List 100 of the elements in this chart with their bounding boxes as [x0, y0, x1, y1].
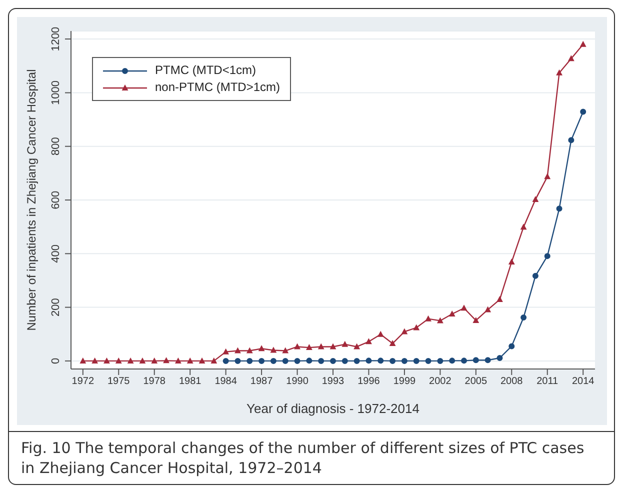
point [484, 306, 492, 312]
x-tick-label: 1999 [393, 376, 416, 388]
point [568, 137, 574, 144]
point [282, 347, 289, 354]
point [246, 347, 253, 354]
point [461, 358, 467, 364]
point [520, 224, 527, 230]
y-tick-label: 800 [50, 137, 62, 156]
point [318, 358, 324, 364]
point [532, 272, 538, 279]
point [80, 357, 86, 364]
x-tick-label: 1975 [108, 376, 130, 388]
point [330, 343, 336, 350]
point [448, 310, 456, 317]
point [151, 357, 158, 364]
point [520, 314, 527, 320]
point [186, 357, 194, 364]
point [222, 358, 229, 364]
point [496, 355, 503, 361]
point [425, 315, 432, 322]
point [366, 358, 372, 364]
point [413, 358, 420, 364]
legend-label: PTMC (MTD<1cm) [154, 62, 257, 79]
point [389, 340, 396, 346]
x-tick-label: 1978 [143, 376, 166, 388]
x-tick-label: 1996 [358, 376, 380, 388]
point [366, 338, 372, 344]
y-tick-label: 1200 [50, 26, 62, 52]
point [532, 196, 539, 202]
point [234, 347, 241, 354]
point [258, 345, 265, 352]
point [413, 324, 420, 330]
point [556, 206, 562, 212]
point [306, 358, 312, 364]
x-tick-label: 1993 [322, 376, 345, 388]
point [425, 358, 432, 364]
point [115, 357, 122, 364]
point [354, 358, 360, 364]
point [246, 358, 253, 364]
point [354, 343, 360, 350]
legend-label: non-PTMC (MTD>1cm) [154, 79, 280, 96]
point [449, 358, 456, 364]
point [318, 343, 324, 350]
x-tick-label: 2008 [500, 376, 524, 388]
point [390, 358, 396, 364]
point [496, 296, 503, 302]
point [544, 173, 551, 180]
point [378, 358, 384, 364]
point [401, 328, 408, 334]
point [104, 357, 110, 364]
x-tick-label: 1990 [286, 376, 309, 388]
point [330, 358, 336, 364]
point [401, 358, 408, 364]
point [580, 108, 586, 115]
point [460, 304, 468, 311]
x-tick-label: 2014 [572, 376, 595, 388]
y-tick-label: 0 [50, 358, 62, 364]
point [222, 348, 230, 354]
point [508, 343, 515, 350]
point [472, 357, 479, 364]
point [342, 340, 348, 347]
point [472, 316, 480, 323]
x-tick-label: 1984 [214, 376, 238, 388]
y-tick-label: 200 [50, 298, 62, 316]
point [210, 357, 218, 364]
point [508, 258, 515, 264]
point [484, 357, 491, 364]
x-tick-label: 2011 [536, 376, 559, 388]
point [294, 343, 300, 350]
point [294, 358, 300, 364]
point [556, 69, 562, 76]
point [342, 358, 348, 364]
point [92, 357, 98, 364]
point [163, 357, 170, 364]
point [437, 358, 444, 364]
point [568, 55, 574, 62]
point [127, 357, 134, 364]
point [270, 358, 276, 364]
x-tick-label: 2005 [464, 376, 488, 388]
point [234, 358, 241, 364]
point [580, 40, 586, 47]
point [436, 317, 444, 324]
y-axis-title: Number of inpatients in Zhejiang Cancer Hospital [24, 69, 38, 331]
point [544, 253, 550, 260]
point [377, 330, 384, 337]
point [258, 358, 265, 364]
y-tick-label: 600 [50, 190, 62, 210]
point [198, 357, 206, 364]
point [174, 357, 182, 364]
x-tick-label: 2002 [429, 376, 452, 388]
x-tick-label: 1972 [72, 376, 94, 388]
point [139, 357, 146, 364]
x-tick-label: 1981 [178, 376, 202, 388]
y-tick-label: 1000 [50, 80, 62, 105]
text: Fig. 10 The temporal changes of the number of different sizes of PTC cases in Zhejiang Cancer Hospital, 1972–2014 [9, 431, 614, 484]
point [282, 358, 288, 364]
x-tick-label: 1987 [250, 376, 274, 388]
point [270, 346, 277, 353]
y-tick-label: 400 [50, 244, 62, 263]
point [306, 344, 312, 350]
